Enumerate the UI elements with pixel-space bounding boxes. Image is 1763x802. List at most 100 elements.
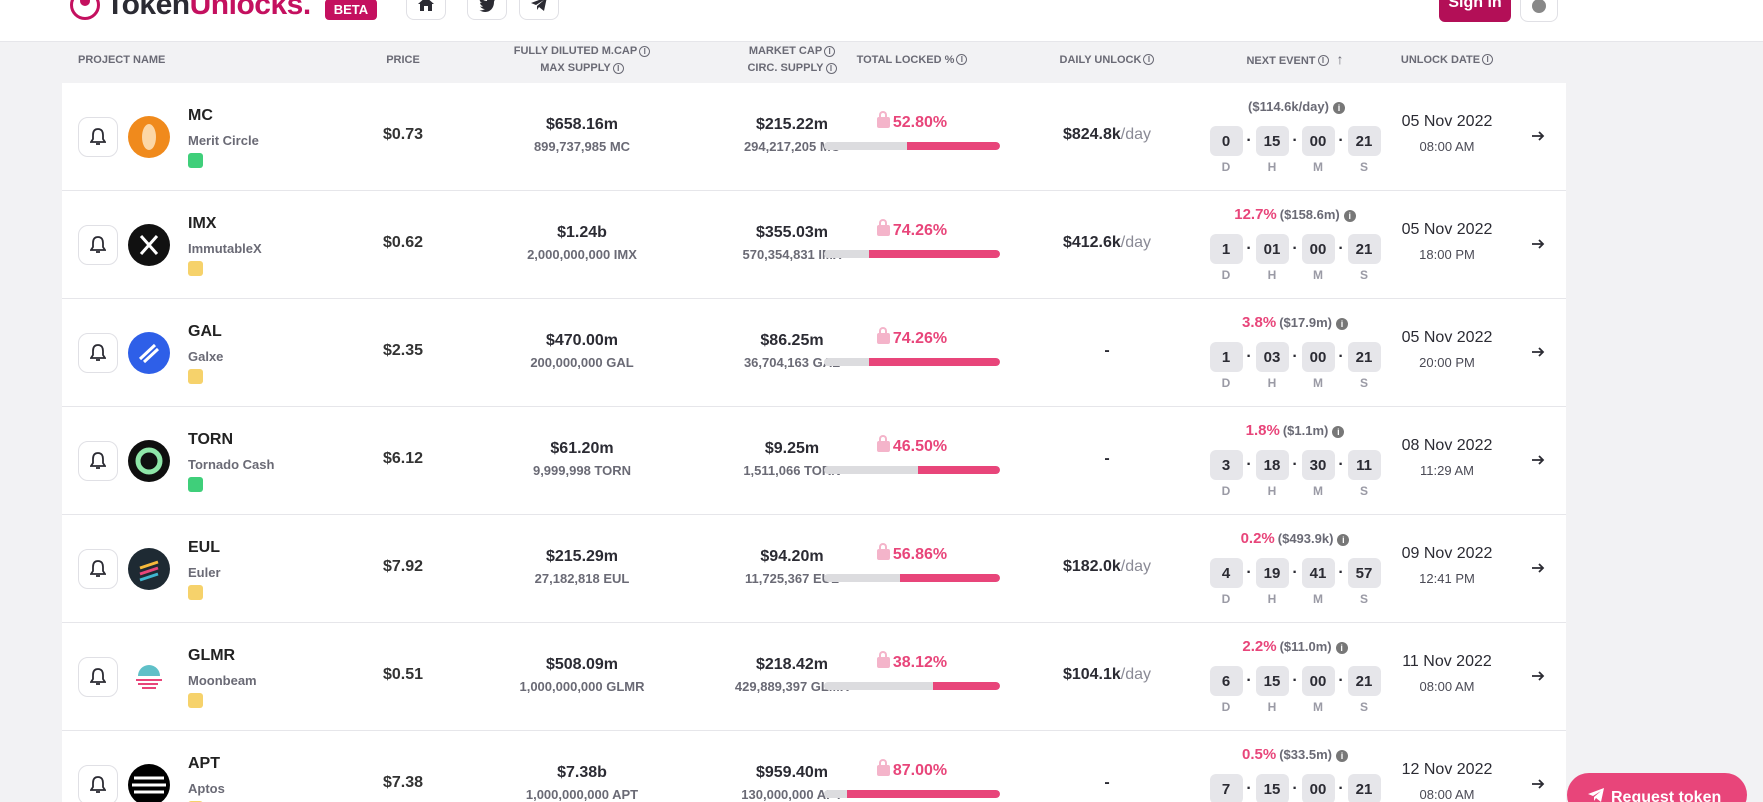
col-market-cap[interactable]: MARKET CAP i CIRC. SUPPLY i [692,38,892,82]
home-button[interactable] [406,0,446,20]
info-icon[interactable]: i [1335,750,1348,762]
col-fdv[interactable]: FULLY DILUTED M.CAP i MAX SUPPLY i [482,38,682,82]
view-details-button[interactable] [1528,666,1548,686]
countdown-timer: 0 · 15 · 00 · 21 [1190,126,1400,156]
info-icon[interactable]: i [1335,642,1348,654]
theme-toggle-button[interactable] [1520,0,1558,22]
alert-bell-button[interactable] [78,549,118,589]
view-details-button[interactable] [1528,558,1548,578]
view-details-button[interactable] [1528,774,1548,794]
locked-progress-bar [824,250,1000,258]
countdown-seconds: 21 [1347,234,1381,264]
col-price[interactable]: PRICE [386,53,420,66]
table-row[interactable]: IMX ImmutableX $0.62 $1.24b 2,000,000,000 IM… [62,191,1566,299]
info-icon[interactable]: i [956,54,968,66]
token-symbol[interactable]: EUL [188,539,220,556]
brand-dot: . [302,0,311,21]
telegram-button[interactable] [519,0,559,20]
info-icon[interactable]: i [1332,102,1345,114]
info-icon[interactable]: i [825,62,837,74]
col-unlock-date[interactable]: UNLOCK DATE i [1382,38,1512,82]
sign-in-button[interactable]: Sign in [1439,0,1511,22]
token-symbol[interactable]: GLMR [188,647,236,664]
market-cap-value: $9.25m [764,440,820,457]
telegram-icon [531,0,547,11]
info-icon[interactable]: i [1337,534,1350,546]
twitter-button[interactable] [467,0,507,20]
token-symbol[interactable]: GAL [188,323,222,340]
locked-progress-fill [932,682,1000,690]
table-row[interactable]: GLMR Moonbeam $0.51 $508.09m 1,000,000,000 G… [62,623,1566,731]
token-symbol[interactable]: MC [188,107,213,124]
arrow-right-icon [1532,131,1545,141]
info-icon[interactable]: i [639,45,651,57]
countdown-hours: 15 [1255,666,1289,696]
countdown-seconds: 21 [1347,774,1381,802]
token-symbol[interactable]: IMX [188,215,217,232]
market-cap-cell: $215.22m 294,217,205 MC [692,116,892,154]
alert-bell-button[interactable] [78,333,118,373]
arrow-right-icon [1532,455,1545,465]
max-supply-value: 2,000,000,000 IMX [527,247,637,262]
info-icon[interactable]: i [1143,54,1155,66]
total-locked-cell: 74.26% [824,327,1000,366]
alert-bell-button[interactable] [78,765,118,802]
info-icon[interactable]: i [1343,210,1356,222]
circ-supply-value: 570,354,831 IMX [742,247,842,262]
daily-unlock-value: - [1104,342,1110,359]
total-locked-cell: 52.80% [824,111,1000,150]
request-token-button[interactable]: Request token [1567,773,1747,802]
daily-unlock-value: $412.6k [1062,234,1121,251]
info-icon[interactable]: i [824,45,836,57]
view-details-button[interactable] [1528,234,1548,254]
fdv-value: $1.24b [557,224,607,241]
fdv-value: $508.09m [545,656,619,673]
token-symbol[interactable]: TORN [188,431,234,448]
table-row[interactable]: GAL Galxe $2.35 $470.00m 200,000,000 GAL $86.… [62,299,1566,407]
table-row[interactable]: MC Merit Circle $0.73 $658.16m 899,737,985 M… [62,83,1566,191]
fdv-value: $215.29m [545,548,619,565]
info-icon[interactable]: i [1317,55,1329,67]
view-details-button[interactable] [1528,126,1548,146]
sort-ascending-icon[interactable]: ↑ [1336,50,1344,67]
daily-unlock-value: - [1104,450,1110,467]
table-row[interactable]: EUL Euler $7.92 $215.29m 27,182,818 EUL $94.2… [62,515,1566,623]
arrow-right-icon [1532,671,1545,681]
alert-bell-button[interactable] [78,657,118,697]
token-symbol[interactable]: APT [188,755,220,772]
alert-bell-button[interactable] [78,117,118,157]
info-icon[interactable]: i [1335,318,1348,330]
lock-icon [876,327,890,344]
col-project-name[interactable]: PROJECT NAME [78,53,166,66]
table-header: PROJECT NAME PRICE FULLY DILUTED M.CAP i … [62,38,1566,82]
alert-bell-button[interactable] [78,441,118,481]
token-logo-icon [128,440,170,482]
info-icon[interactable]: i [1332,426,1345,438]
fdv-cell: $7.38b 1,000,000,000 APT [482,764,682,802]
next-event-amount: ($1.1m) [1282,423,1329,438]
brand-logo[interactable]: TokenUnlocks. BETA [70,0,378,22]
view-details-button[interactable] [1528,342,1548,362]
col-daily-unlock[interactable]: DAILY UNLOCK i [1022,38,1192,82]
countdown-hours: 01 [1255,234,1289,264]
info-icon[interactable]: i [612,62,624,74]
daily-unlock-unit: /day [1120,234,1152,251]
countdown-timer: 3 · 18 · 30 · 11 [1190,450,1400,480]
table-row[interactable]: APT Aptos $7.38 $7.38b 1,000,000,000 APT $959… [62,731,1566,802]
col-next-event[interactable]: NEXT EVENT i ↑ [1246,50,1344,67]
next-event-amount: ($114.6k/day) [1248,99,1329,114]
logo-mark-icon [70,0,100,20]
next-event-percent: 0.2% [1240,530,1275,547]
next-event-percent: 0.5% [1242,746,1277,763]
view-details-button[interactable] [1528,450,1548,470]
table-row[interactable]: TORN Tornado Cash $6.12 $61.20m 9,999,998 TO… [62,407,1566,515]
info-icon[interactable]: i [1482,54,1494,66]
daily-unlock-unit: /day [1120,666,1152,683]
locked-percent: 38.12% [892,654,948,671]
alert-bell-button[interactable] [78,225,118,265]
col-total-locked[interactable]: TOTAL LOCKED % i [824,38,1000,82]
locked-percent: 87.00% [892,762,948,779]
daily-unlock-cell: $104.1k/day [1022,666,1192,684]
next-event-amount: ($11.0m) [1279,639,1332,654]
